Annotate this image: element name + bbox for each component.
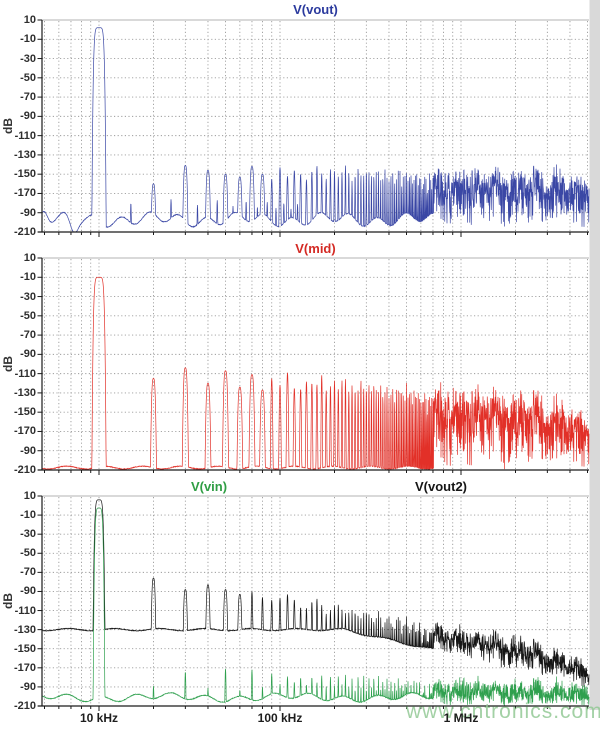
y-tick-label-p3: -90 bbox=[20, 680, 36, 693]
y-tick-label-p2: -30 bbox=[20, 290, 36, 303]
x-tick-label-100khz: 100 kHz bbox=[257, 711, 303, 725]
y-tick-label-p1: 10 bbox=[23, 14, 36, 26]
y-tick-label-p2: -210 bbox=[13, 464, 36, 476]
panel-3-axes bbox=[37, 495, 589, 711]
trace-vvout2 bbox=[41, 499, 590, 688]
panel3-title-vin: V(vin) bbox=[190, 479, 228, 494]
y-tick-label-p3: -170 bbox=[13, 661, 36, 674]
y-tick-label-p2: -70 bbox=[20, 329, 36, 342]
watermark: www.cntronics.com bbox=[406, 700, 600, 723]
y-tick-label-p1: -70 bbox=[20, 91, 36, 104]
y-tick-label-p2: -150 bbox=[13, 406, 36, 419]
trace-vvin bbox=[41, 507, 590, 706]
x-tick-label-10khz: 10 kHz bbox=[79, 711, 119, 725]
y-tick-label-p2: -130 bbox=[13, 386, 36, 399]
panel2-title: V(mid) bbox=[295, 241, 336, 256]
y-tick-label-p1: -210 bbox=[13, 226, 36, 238]
y-tick-label-p2: -110 bbox=[14, 367, 36, 380]
y-tick-label-p2: -170 bbox=[13, 425, 36, 438]
y-tick-label-p1: -90 bbox=[20, 206, 36, 219]
y-tick-label-p3: -30 bbox=[20, 528, 36, 541]
right-margin bbox=[589, 0, 600, 710]
y-tick-label-p3: -70 bbox=[20, 566, 36, 579]
y-tick-label-p2: -90 bbox=[20, 348, 36, 361]
panel3-title-vout2: V(vout2) bbox=[415, 479, 467, 494]
trace-vvout bbox=[41, 27, 590, 233]
y-tick-label-p3: -130 bbox=[13, 623, 36, 636]
trace-vmid bbox=[41, 276, 590, 471]
y-tick-label-p1: -30 bbox=[20, 52, 36, 65]
y-tick-label-p1: -130 bbox=[13, 148, 36, 161]
y-tick-label-p2: -50 bbox=[20, 309, 36, 322]
y-tick-label-p1: -150 bbox=[13, 168, 36, 181]
y-tick-label-p3: -110 bbox=[14, 604, 36, 617]
y-tick-label-p2: -10 bbox=[20, 271, 36, 284]
y-tick-label-p3: -10 bbox=[20, 509, 36, 522]
panel-2-grid bbox=[42, 257, 589, 469]
y-tick-label-p3: 10 bbox=[23, 490, 36, 502]
y-tick-label-p1: -110 bbox=[14, 129, 36, 142]
panel-1-grid bbox=[42, 19, 589, 231]
y-tick-label-p2: -90 bbox=[20, 444, 36, 457]
y-tick-label-p1: -50 bbox=[20, 71, 36, 84]
y-tick-label-p3: -90 bbox=[20, 585, 36, 598]
y-tick-label-p1: -10 bbox=[20, 33, 36, 46]
y-tick-label-p3: -150 bbox=[13, 642, 36, 655]
panel-1-axes bbox=[37, 19, 589, 237]
panel-3-grid bbox=[42, 495, 589, 705]
y-tick-label-p3: -50 bbox=[20, 547, 36, 560]
y-tick-label-p1: -90 bbox=[20, 110, 36, 123]
panel-2-axes bbox=[37, 257, 589, 475]
panel1-title: V(vout) bbox=[293, 2, 338, 17]
y-tick-label-p2: 10 bbox=[23, 252, 36, 264]
x-tick-label-1mhz: 1 MHz bbox=[443, 711, 479, 725]
y-tick-label-p1: -170 bbox=[13, 187, 36, 200]
y-tick-label-p3: -210 bbox=[13, 700, 36, 712]
